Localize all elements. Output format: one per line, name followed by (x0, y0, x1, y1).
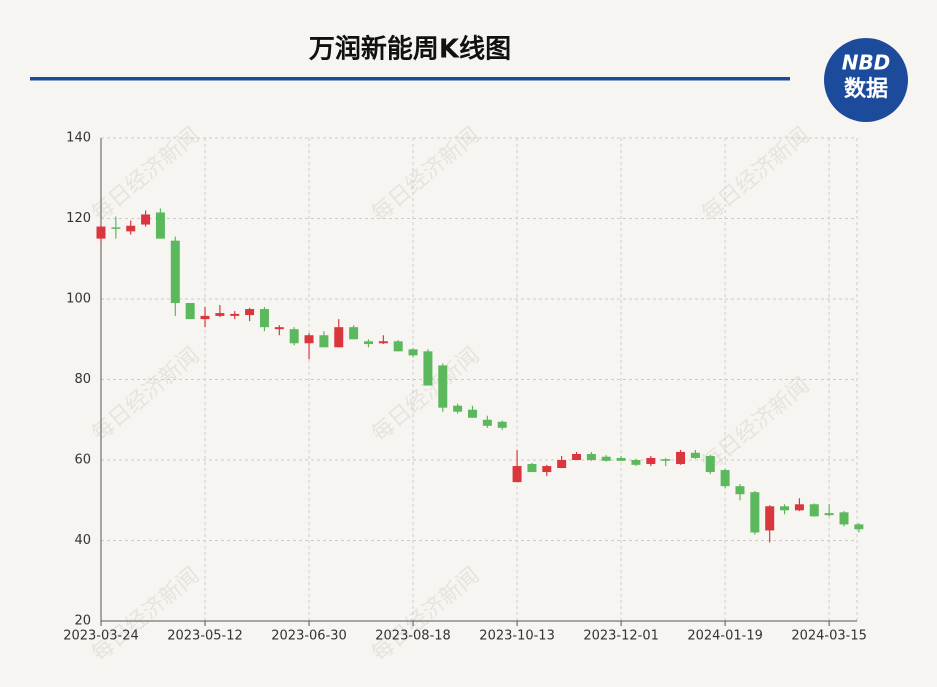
x-tick-label: 2023-05-12 (167, 629, 243, 644)
candle-body (720, 470, 730, 487)
candle-body (245, 309, 255, 316)
candle-body (631, 460, 641, 465)
candle-body (141, 214, 151, 225)
candle-body (453, 405, 463, 412)
watermark: 每日经济新闻 (87, 563, 204, 667)
candle-body (126, 225, 136, 232)
candle-body (661, 459, 671, 461)
candle-body (765, 506, 775, 531)
candle-body (334, 327, 344, 348)
x-tick-label: 2023-10-13 (479, 629, 555, 644)
candle-body (646, 457, 656, 465)
candle-body (363, 341, 373, 345)
watermark: 每日经济新闻 (697, 373, 814, 477)
y-tick-label: 140 (66, 131, 91, 146)
x-tick-label: 2023-06-30 (271, 629, 347, 644)
y-tick-label: 100 (66, 292, 91, 307)
candle-body (349, 327, 359, 340)
candle-body (215, 313, 225, 316)
candle-body (676, 451, 686, 465)
watermark: 每日经济新闻 (87, 343, 204, 447)
candle-body (378, 341, 388, 344)
candle-body (780, 506, 790, 511)
candle-body (527, 464, 537, 473)
candle-body (690, 452, 700, 458)
candle-body (155, 212, 165, 239)
candle-body (319, 335, 329, 348)
candle-body (854, 524, 864, 530)
candle-body (274, 327, 284, 330)
watermark: 每日经济新闻 (697, 123, 814, 227)
x-tick-label: 2024-03-15 (791, 629, 867, 644)
candle-body (111, 227, 121, 229)
candle-body (497, 421, 507, 428)
candle-body (289, 329, 299, 344)
candle-body (839, 512, 849, 525)
logo-text: NBD (842, 51, 891, 75)
candle-body (735, 486, 745, 495)
candle-body (750, 492, 760, 533)
candle-body (185, 303, 195, 320)
candle-body (408, 349, 418, 356)
x-tick-label: 2023-03-24 (63, 629, 139, 644)
candle-body (705, 455, 715, 473)
candle-body (586, 453, 596, 460)
candle-body (259, 309, 269, 328)
watermark: 每日经济新闻 (367, 563, 484, 667)
candle-body (96, 226, 106, 239)
candle-body (601, 456, 611, 461)
y-tick-label: 80 (74, 372, 91, 387)
x-tick-label: 2023-08-18 (375, 629, 451, 644)
candle-body (170, 240, 180, 304)
logo (824, 38, 908, 122)
candle-body (794, 504, 804, 511)
candle-body (438, 365, 448, 408)
y-tick-label: 40 (74, 533, 91, 548)
candle-body (200, 315, 210, 320)
candle-body (512, 466, 522, 483)
watermark: 每日经济新闻 (367, 123, 484, 227)
candle-body (824, 513, 834, 516)
candle-body (482, 419, 492, 426)
candle-body (557, 460, 567, 469)
candle-body (304, 335, 314, 344)
candle-body (542, 466, 552, 473)
candle-body (393, 341, 403, 352)
title-rule (30, 77, 790, 81)
candle-body (616, 457, 626, 461)
x-tick-label: 2024-01-19 (687, 629, 763, 644)
logo-text: 数据 (844, 76, 888, 102)
y-tick-label: 120 (66, 211, 91, 226)
candle-body (809, 504, 819, 517)
y-tick-label: 60 (74, 453, 91, 468)
candle-body (423, 351, 433, 386)
candle-body (572, 453, 582, 460)
candle-body (230, 313, 240, 316)
chart-title: 万润新能周K线图 (309, 34, 511, 65)
candle-body (468, 409, 477, 418)
y-tick-label: 20 (74, 614, 91, 629)
x-tick-label: 2023-12-01 (583, 629, 659, 644)
